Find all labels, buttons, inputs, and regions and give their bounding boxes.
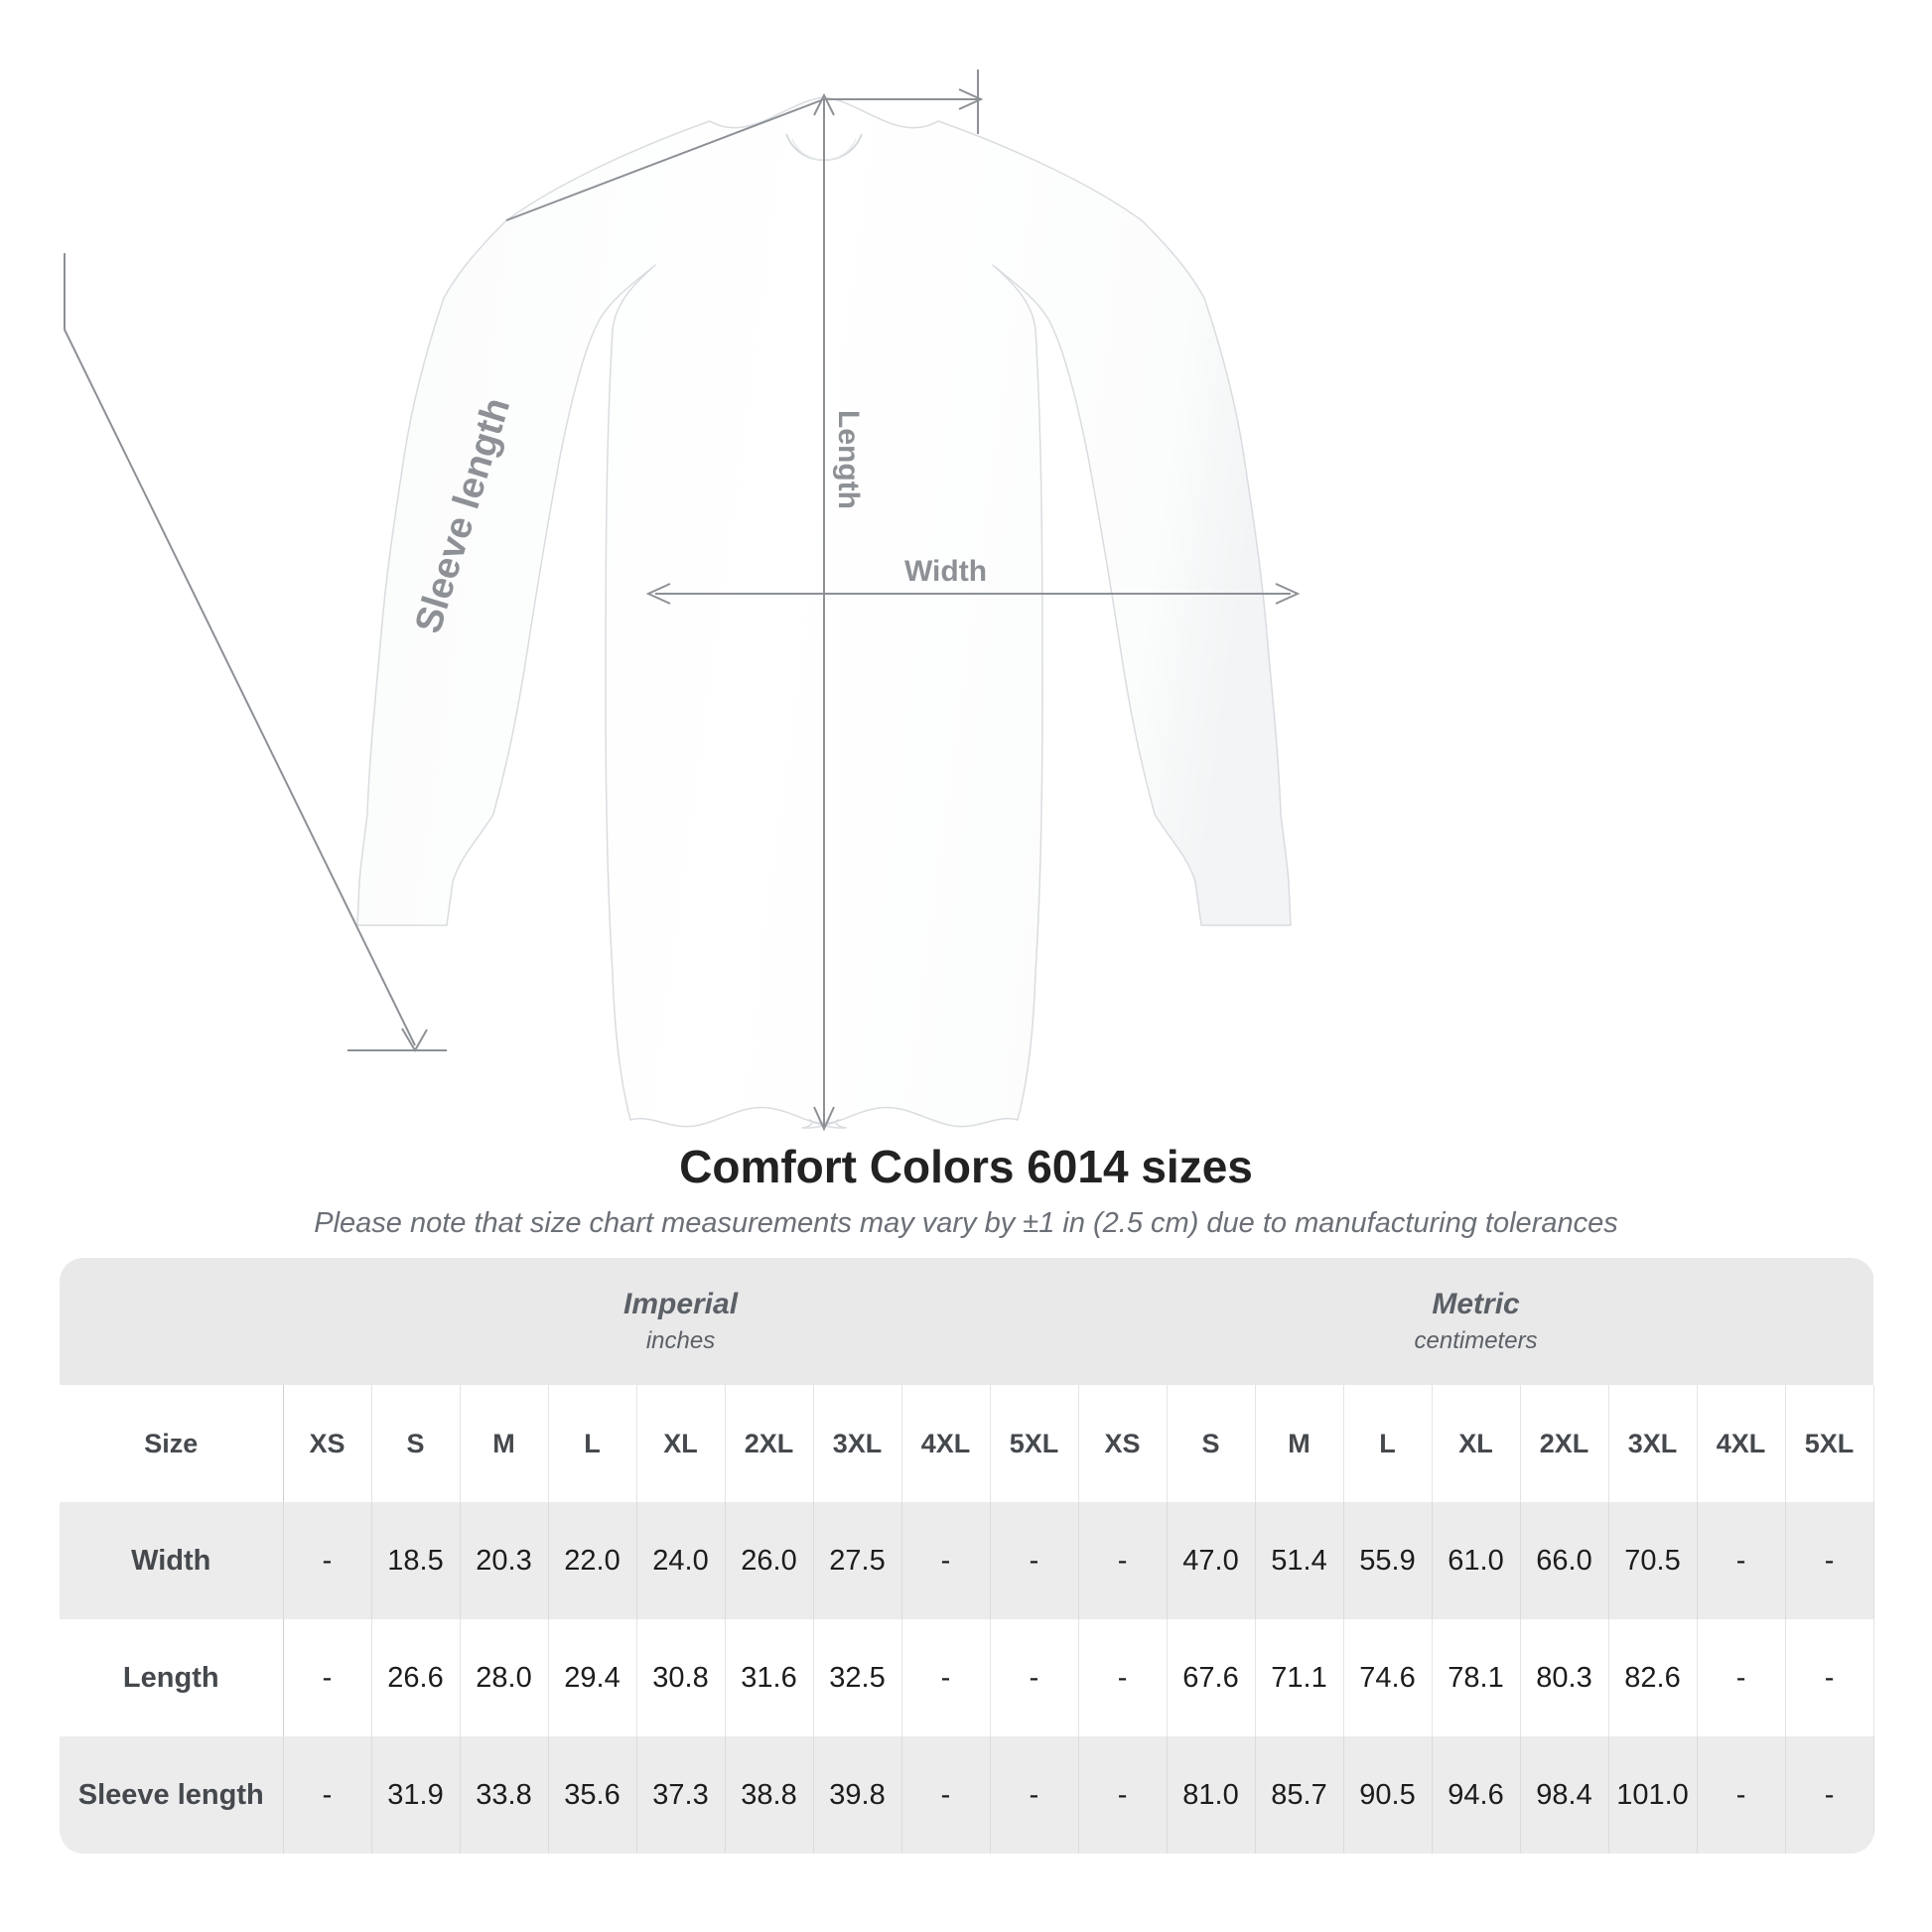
svg-text:Length: Length	[832, 410, 865, 509]
svg-text:Width: Width	[904, 555, 987, 588]
